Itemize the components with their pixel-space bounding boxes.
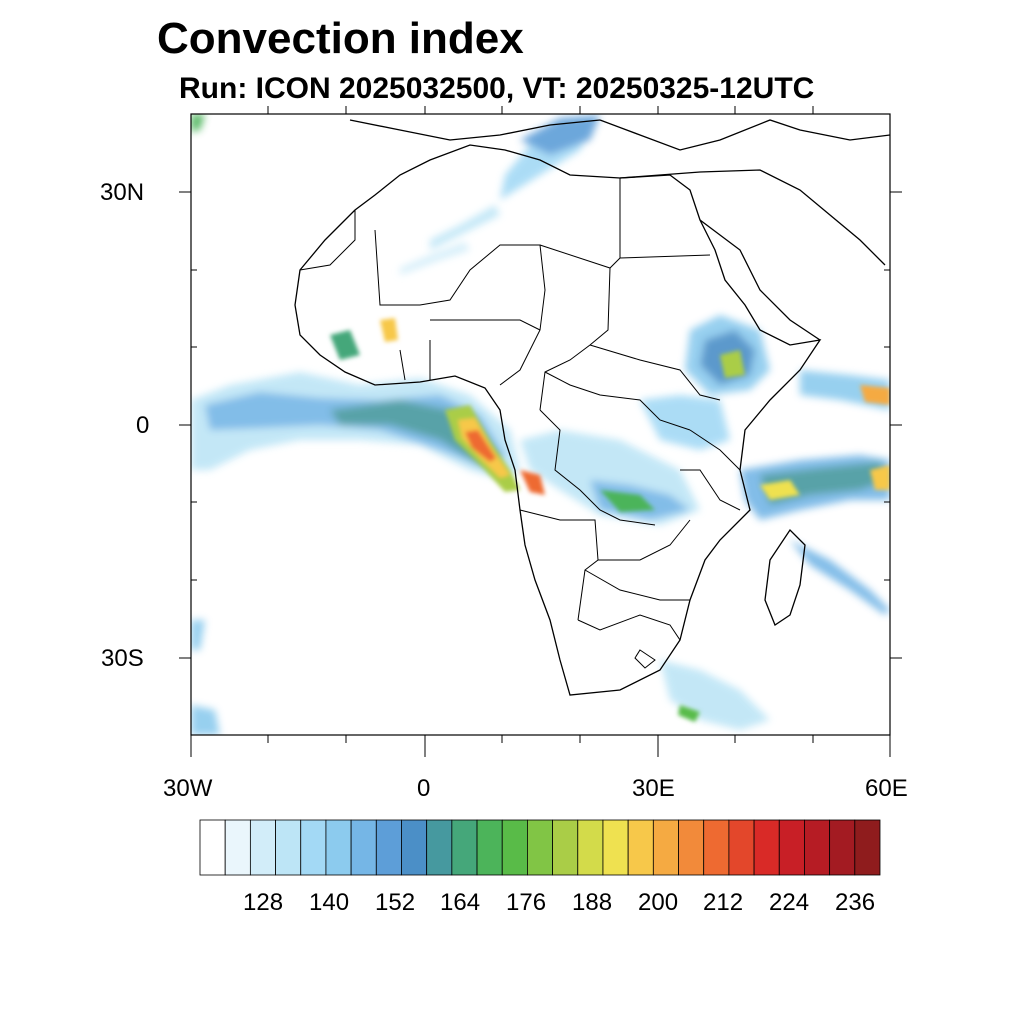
colorbar-box <box>199 819 226 876</box>
colorbar-box <box>275 819 302 876</box>
colorbar-box <box>753 819 780 876</box>
chart-subtitle: Run: ICON 2025032500, VT: 20250325-12UTC <box>179 72 815 105</box>
colorbar-label: 188 <box>572 889 613 916</box>
colorbar-box <box>602 819 629 876</box>
colorbar-box <box>527 819 553 876</box>
colorbar-box <box>627 819 654 876</box>
colorbar-box <box>728 819 755 876</box>
colorbar-box <box>854 819 881 876</box>
colorbar-label: 164 <box>440 889 481 916</box>
colorbar-box <box>325 819 352 876</box>
lon-label-30w: 30W <box>163 775 213 802</box>
colorbar-box <box>300 819 327 876</box>
lon-label-0: 0 <box>417 775 431 802</box>
colorbar-label: 128 <box>243 889 284 916</box>
lat-ticks <box>179 113 902 659</box>
colorbar-box <box>678 819 705 876</box>
colorbar-box <box>249 819 276 876</box>
colorbar-box <box>375 819 402 876</box>
colorbar-box <box>778 819 805 876</box>
convection-field <box>191 114 890 735</box>
colorbar-box <box>476 819 503 876</box>
lat-label-0: 0 <box>136 412 150 439</box>
colorbar-box <box>652 819 679 876</box>
colorbar-box <box>350 819 377 876</box>
lat-label-30s: 30S <box>101 645 144 672</box>
lat-label-30n: 30N <box>100 179 145 206</box>
lon-label-60e: 60E <box>865 775 908 802</box>
colorbar-box <box>451 819 478 876</box>
colorbar-label: 212 <box>703 889 744 916</box>
colorbar-label: 176 <box>506 889 547 916</box>
colorbar-box <box>224 819 251 876</box>
colorbar-label: 236 <box>835 889 876 916</box>
colorbar-label: 224 <box>769 889 810 916</box>
colorbar-box <box>401 819 428 876</box>
colorbar-box <box>552 819 579 876</box>
lon-ticks <box>190 106 891 757</box>
colorbar-label: 152 <box>375 889 416 916</box>
colorbar-box <box>577 819 604 876</box>
colorbar-box <box>804 819 831 876</box>
lon-label-30e: 30E <box>632 775 675 802</box>
colorbar <box>199 819 881 876</box>
colorbar-box <box>703 819 730 876</box>
colorbar-label: 200 <box>638 889 679 916</box>
colorbar-box <box>501 819 528 876</box>
chart-title: Convection index <box>157 14 524 63</box>
colorbar-label: 140 <box>309 889 350 916</box>
country-borders <box>299 178 741 669</box>
colorbar-box <box>829 819 856 876</box>
colorbar-box <box>426 819 453 876</box>
